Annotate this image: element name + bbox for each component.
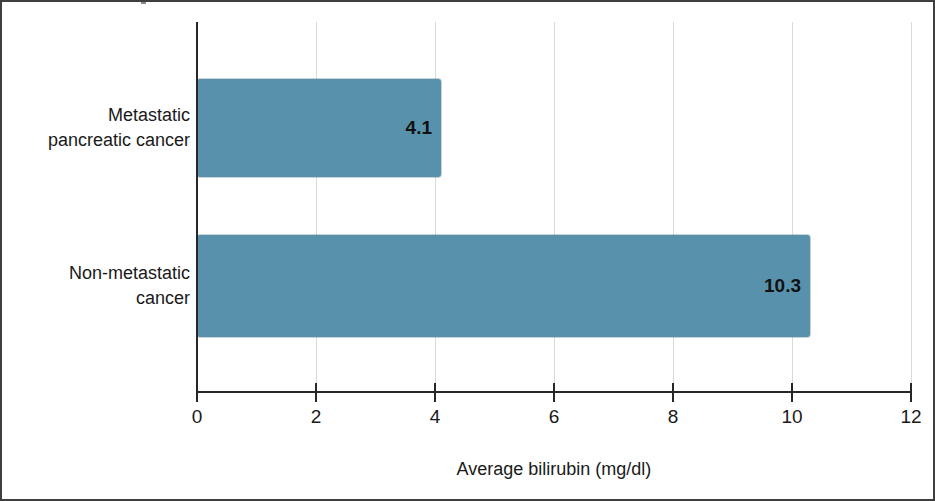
bar-value-label: 10.3 [764, 275, 801, 297]
category-label: Metastaticpancreatic cancer [0, 79, 190, 177]
tick-label: 8 [649, 406, 697, 428]
tick-label: 10 [768, 406, 816, 428]
gridline [911, 22, 912, 391]
x-axis-title: Average bilirubin (mg/dl) [197, 459, 911, 480]
category-label: Non-metastaticcancer [0, 235, 190, 337]
crop-artifact-mark [141, 0, 146, 4]
bar: 10.3 [197, 235, 810, 337]
category-label-line: cancer [0, 286, 190, 311]
tick-label: 2 [292, 406, 340, 428]
tick-label: 0 [173, 406, 221, 428]
category-label-line: Metastatic [0, 103, 190, 128]
tick-label: 6 [530, 406, 578, 428]
y-axis-line [196, 22, 198, 392]
bar: 4.1 [197, 79, 441, 177]
x-axis-line [196, 391, 912, 393]
category-label-line: Non-metastatic [0, 261, 190, 286]
bar-chart-figure: 0 2 4 6 8 10 12 4.1 Metastaticpancreatic cancer 1… [0, 0, 935, 501]
bar-value-label: 4.1 [406, 117, 432, 139]
tick-label: 4 [411, 406, 459, 428]
tick-label: 12 [887, 406, 935, 428]
category-label-line: pancreatic cancer [0, 128, 190, 153]
